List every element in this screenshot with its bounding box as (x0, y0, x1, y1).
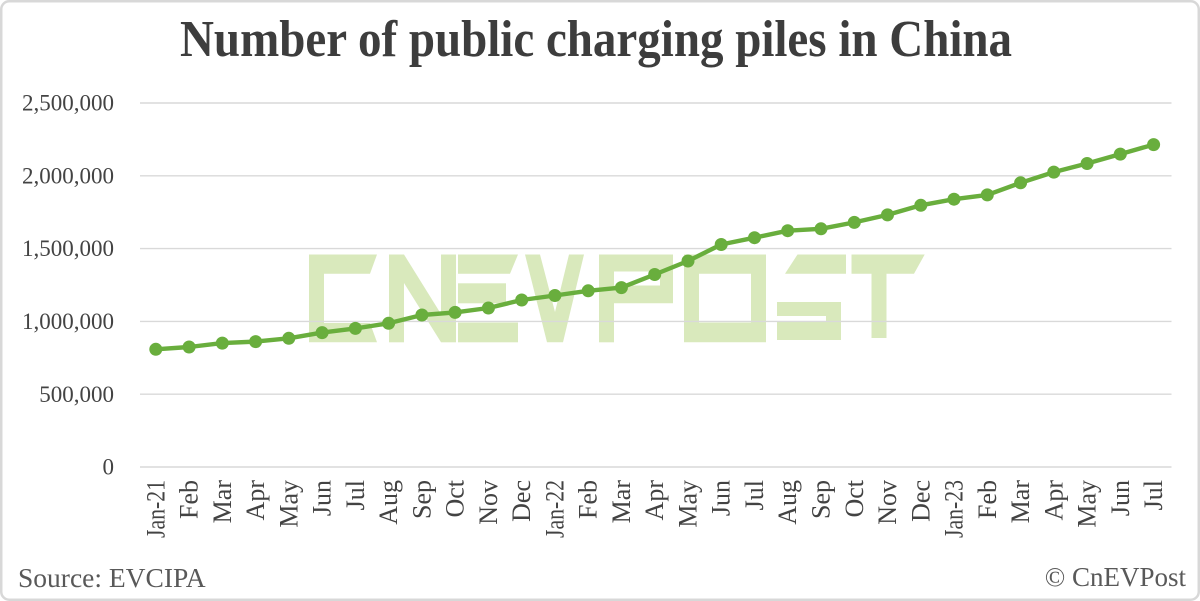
svg-text:Mar: Mar (1006, 480, 1035, 524)
svg-text:© CnEVPost: © CnEVPost (1045, 562, 1187, 592)
svg-text:Jun: Jun (308, 480, 337, 516)
svg-text:2,000,000: 2,000,000 (22, 163, 114, 188)
svg-text:Apr: Apr (241, 480, 270, 521)
svg-text:May: May (1073, 480, 1102, 528)
svg-text:Sep: Sep (807, 480, 836, 519)
svg-text:Jan-23: Jan-23 (940, 480, 969, 538)
svg-text:2,500,000: 2,500,000 (22, 91, 114, 116)
svg-text:Jul: Jul (341, 480, 370, 510)
svg-text:Feb: Feb (574, 480, 603, 519)
svg-text:Feb: Feb (175, 480, 204, 519)
svg-text:Jan-21: Jan-21 (141, 480, 170, 538)
svg-text:Jul: Jul (740, 480, 769, 510)
svg-text:Jun: Jun (707, 480, 736, 516)
svg-text:Nov: Nov (474, 480, 503, 525)
svg-text:Apr: Apr (1039, 480, 1068, 521)
svg-text:500,000: 500,000 (39, 382, 114, 407)
svg-text:Jan-22: Jan-22 (540, 480, 569, 538)
svg-text:Source: EVCIPA: Source: EVCIPA (18, 562, 206, 593)
svg-text:Mar: Mar (607, 480, 636, 524)
svg-text:Dec: Dec (906, 480, 935, 522)
svg-text:Jul: Jul (1139, 480, 1168, 510)
svg-text:Sep: Sep (407, 480, 436, 519)
svg-text:Number of public charging pile: Number of public charging piles in China (180, 11, 1012, 68)
svg-text:Mar: Mar (208, 480, 237, 524)
svg-text:Feb: Feb (973, 480, 1002, 519)
svg-text:May: May (274, 480, 303, 528)
svg-text:Nov: Nov (873, 480, 902, 525)
svg-text:Oct: Oct (441, 479, 470, 517)
svg-text:Aug: Aug (374, 480, 403, 525)
svg-text:Aug: Aug (773, 480, 802, 525)
svg-text:Apr: Apr (640, 480, 669, 521)
svg-text:1,000,000: 1,000,000 (22, 309, 114, 334)
svg-text:Oct: Oct (840, 479, 869, 517)
svg-text:0: 0 (103, 455, 115, 480)
svg-text:1,500,000: 1,500,000 (22, 236, 114, 261)
svg-text:May: May (674, 480, 703, 528)
svg-text:Dec: Dec (507, 480, 536, 522)
svg-text:Jun: Jun (1106, 480, 1135, 516)
